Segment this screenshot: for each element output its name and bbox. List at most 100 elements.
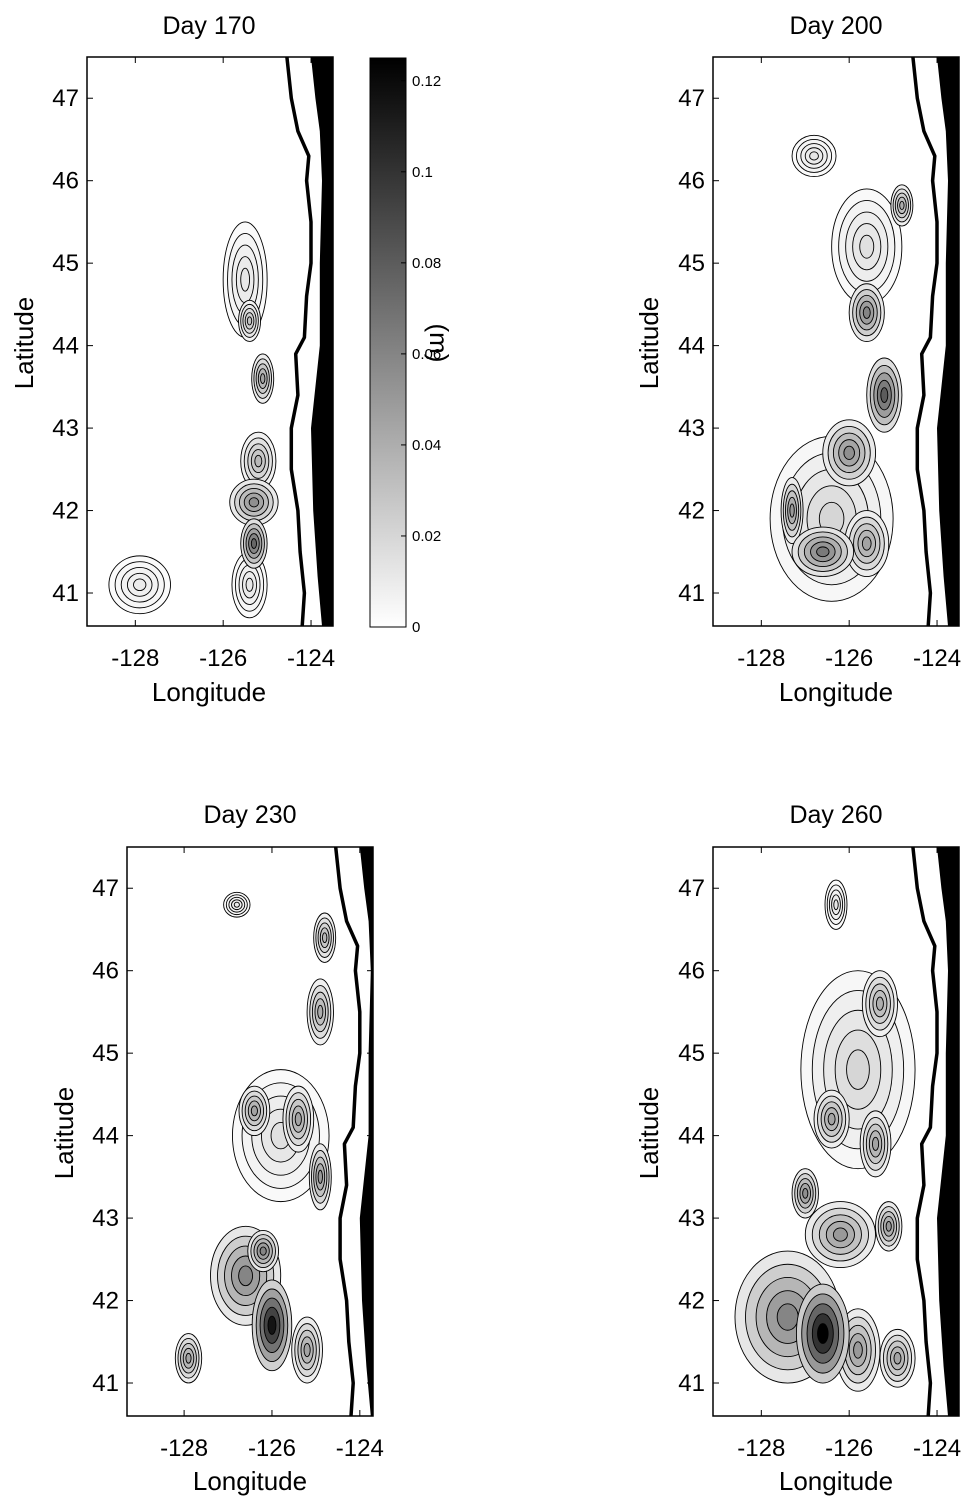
contour-level (885, 1220, 892, 1232)
colorbar-tick-label: 0.12 (412, 73, 441, 90)
panel-day-260: Day 260 47 46 45 44 43 42 41 -128 -126 -124 Long… (634, 801, 961, 1496)
x-tick-label: -124 (287, 645, 335, 672)
contour-level (245, 577, 254, 592)
y-tick-label: 45 (92, 1040, 119, 1067)
contour-level (294, 1112, 302, 1127)
longitude-ticks: -128 -126 -124 (737, 847, 961, 1462)
y-tick-label: 47 (678, 85, 705, 112)
colorbar-tick-label: 0.02 (412, 528, 441, 545)
latitude-ticks: 47 46 45 44 43 42 41 (678, 875, 959, 1397)
y-tick-label: 42 (52, 498, 79, 525)
panel-title: Day 200 (789, 12, 882, 40)
y-tick-label: 45 (52, 250, 79, 277)
map-area (174, 847, 373, 1416)
colorbar-gradient (369, 57, 407, 628)
y-tick-label: 46 (678, 958, 705, 985)
latitude-ticks: 47 46 45 44 43 42 41 (678, 85, 959, 607)
longitude-ticks: -128 -126 -124 (160, 847, 384, 1462)
colorbar: 0.12 0.1 0.08 0.06 0.04 0.02 0 (m) (369, 57, 454, 636)
longitude-ticks: -128 -126 -124 (737, 57, 961, 672)
contour-level (250, 538, 257, 549)
contour-level (789, 503, 795, 518)
coastline (285, 57, 313, 626)
x-axis-label: Longitude (779, 677, 893, 707)
x-axis-label: Longitude (193, 1466, 307, 1496)
land-mass (937, 847, 959, 1416)
land-mass (937, 57, 959, 626)
y-tick-label: 46 (92, 958, 119, 985)
contour-level (240, 267, 250, 292)
x-tick-label: -124 (913, 1435, 961, 1462)
y-tick-label: 47 (52, 85, 79, 112)
x-tick-label: -124 (913, 645, 961, 672)
map-frame (86, 56, 334, 627)
y-tick-label: 46 (678, 168, 705, 195)
coastline (911, 57, 939, 626)
x-axis-label: Longitude (779, 1466, 893, 1496)
y-tick-label: 42 (92, 1288, 119, 1315)
x-tick-label: -128 (160, 1435, 208, 1462)
contour-level (776, 1303, 799, 1331)
panel-day-170: Day 170 47 46 45 44 43 42 41 -128 -126 -124 Long… (9, 12, 335, 707)
contour-level (317, 1169, 323, 1184)
y-tick-label: 45 (678, 250, 705, 277)
land-mass (359, 847, 373, 1416)
contour-level (259, 1246, 267, 1256)
contour-level (893, 1352, 902, 1365)
contour-level (862, 306, 871, 319)
contour-level (809, 151, 819, 161)
contour-level (832, 1227, 848, 1242)
x-tick-label: -128 (737, 645, 785, 672)
y-tick-label: 41 (52, 580, 79, 607)
contour-level (133, 578, 147, 592)
contour-level (817, 1323, 829, 1344)
contour-level (254, 454, 263, 468)
contour-level (248, 497, 260, 508)
x-axis-label: Longitude (152, 677, 266, 707)
contour-level (317, 1004, 324, 1019)
colorbar-tick-label: 0.04 (412, 437, 441, 454)
y-tick-label: 41 (678, 1370, 705, 1397)
map-area (769, 57, 959, 626)
contour-level (853, 1341, 863, 1359)
y-tick-label: 41 (92, 1370, 119, 1397)
contour-field (734, 879, 916, 1392)
contour-level (185, 1352, 192, 1364)
contour-field (769, 134, 914, 602)
x-tick-label: -124 (336, 1435, 384, 1462)
colorbar-unit-label: (m) (424, 324, 454, 363)
coastline (911, 847, 939, 1416)
y-tick-label: 47 (92, 875, 119, 902)
colorbar-tick-label: 0.06 (412, 346, 441, 363)
y-tick-label: 44 (52, 333, 79, 360)
y-tick-label: 47 (678, 875, 705, 902)
y-tick-label: 42 (678, 1288, 705, 1315)
contour-field (174, 891, 337, 1384)
map-area (108, 57, 333, 626)
contour-level (827, 1112, 836, 1126)
latitude-ticks: 47 46 45 44 43 42 41 (92, 875, 373, 1397)
y-tick-label: 44 (678, 1123, 705, 1150)
colorbar-tick-label: 0 (412, 619, 420, 636)
contour-level (267, 1315, 277, 1335)
map-frame (712, 56, 960, 627)
y-tick-label: 43 (678, 415, 705, 442)
y-tick-label: 43 (92, 1205, 119, 1232)
x-tick-label: -126 (199, 645, 247, 672)
contour-level (846, 1049, 870, 1090)
colorbar-tick-label: 0.08 (412, 255, 441, 272)
contour-level (246, 316, 253, 326)
panel-day-200: Day 200 47 46 45 44 43 42 41 -128 -126 -124 Long… (634, 12, 961, 707)
x-tick-label: -126 (825, 645, 873, 672)
contour-level (880, 387, 889, 403)
panel-title: Day 260 (789, 801, 882, 829)
y-tick-label: 43 (678, 1205, 705, 1232)
contour-level (322, 932, 328, 944)
x-tick-label: -126 (825, 1435, 873, 1462)
map-frame (126, 846, 374, 1417)
contour-level (861, 536, 872, 551)
contour-level (816, 546, 830, 558)
coastline (333, 847, 362, 1416)
contour-level (802, 1187, 809, 1199)
